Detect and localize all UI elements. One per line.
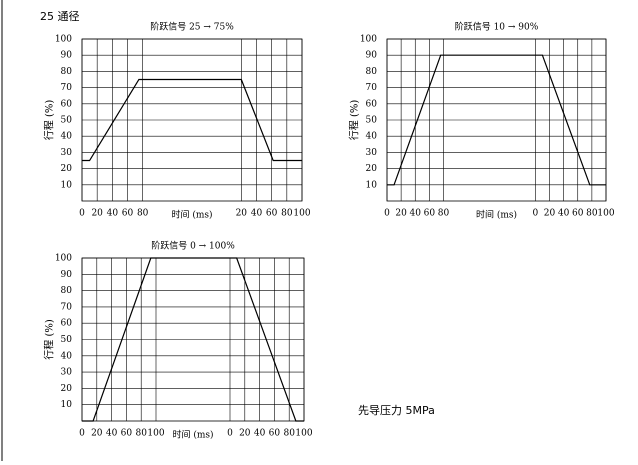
x-tick-label: 40 [106, 429, 118, 439]
x-tick-label: 40 [410, 209, 422, 219]
plot-frame [81, 38, 303, 202]
y-tick-label: 80 [61, 67, 73, 77]
x-tick-label: 20 [91, 209, 103, 219]
y-tick-label: 90 [61, 51, 73, 61]
x-tick-label: 60 [269, 429, 281, 439]
x-tick-label: 60 [424, 209, 436, 219]
y-tick-label: 80 [61, 286, 73, 296]
y-axis-label: 行程 (%) [43, 100, 56, 141]
y-tick-label: 10 [366, 180, 378, 190]
y-tick-label: 20 [61, 384, 73, 394]
y-tick-label: 70 [61, 302, 73, 312]
x-tick-label: 80 [137, 209, 149, 219]
x-tick-label: 80 [283, 429, 295, 439]
y-tick-label: 40 [61, 132, 73, 142]
y-tick-label: 100 [55, 35, 72, 45]
chart-title: 阶跃信号 10 → 90% [455, 21, 539, 33]
x-tick-label: 0 [227, 429, 233, 439]
x-tick-label: 100 [295, 429, 312, 439]
chart-title: 阶跃信号 25 → 75% [150, 21, 234, 33]
y-tick-label: 10 [61, 180, 73, 190]
x-tick-label: 20 [544, 209, 556, 219]
plot-frame [386, 38, 607, 202]
y-tick-label: 20 [366, 164, 378, 174]
chart-title: 阶跃信号 0 → 100% [151, 240, 235, 252]
x-axis-label: 时间 (ms) [172, 429, 213, 441]
x-tick-label: 40 [107, 209, 119, 219]
x-tick-label: 40 [558, 209, 570, 219]
y-axis-label: 行程 (%) [43, 319, 56, 360]
x-tick-label: 60 [121, 429, 133, 439]
y-tick-label: 70 [366, 83, 378, 93]
note: 先导压力 5MPa [358, 404, 435, 417]
y-tick-label: 60 [61, 319, 73, 329]
x-tick-label: 100 [147, 429, 164, 439]
x-tick-label: 20 [239, 429, 251, 439]
x-tick-label: 0 [532, 209, 538, 219]
x-axis-label: 时间 (ms) [171, 209, 212, 221]
y-tick-label: 30 [61, 368, 73, 378]
y-tick-label: 60 [366, 99, 378, 109]
x-tick-label: 40 [254, 429, 266, 439]
x-tick-label: 0 [79, 209, 85, 219]
x-tick-label: 40 [251, 209, 263, 219]
y-tick-label: 50 [61, 116, 73, 126]
y-tick-label: 100 [360, 35, 377, 45]
x-tick-label: 80 [586, 209, 598, 219]
y-tick-label: 20 [61, 164, 73, 174]
data-line [82, 257, 304, 422]
x-tick-label: 60 [122, 209, 134, 219]
y-tick-label: 40 [366, 132, 378, 142]
y-tick-label: 10 [61, 400, 73, 410]
x-tick-label: 20 [236, 209, 248, 219]
x-axis-label: 时间 (ms) [476, 209, 517, 221]
y-tick-label: 100 [55, 254, 72, 264]
y-tick-label: 90 [366, 51, 378, 61]
x-tick-label: 60 [266, 209, 278, 219]
y-tick-label: 50 [61, 335, 73, 345]
y-axis-label: 行程 (%) [348, 100, 361, 141]
y-tick-label: 70 [61, 83, 73, 93]
y-tick-label: 30 [61, 148, 73, 158]
y-tick-label: 50 [366, 116, 378, 126]
x-tick-label: 80 [438, 209, 450, 219]
x-tick-label: 0 [79, 429, 85, 439]
x-tick-label: 100 [597, 209, 614, 219]
y-tick-label: 90 [61, 270, 73, 280]
x-tick-label: 80 [135, 429, 147, 439]
x-tick-label: 20 [91, 429, 103, 439]
header: 25 通径 [40, 10, 80, 23]
y-tick-label: 60 [61, 99, 73, 109]
data-line [387, 54, 606, 186]
y-tick-label: 40 [61, 351, 73, 361]
x-tick-label: 20 [395, 209, 407, 219]
x-tick-label: 60 [572, 209, 584, 219]
x-tick-label: 80 [281, 209, 293, 219]
data-line [82, 78, 302, 162]
x-tick-label: 100 [293, 209, 310, 219]
x-tick-label: 0 [384, 209, 390, 219]
y-tick-label: 30 [366, 148, 378, 158]
y-tick-label: 80 [366, 67, 378, 77]
